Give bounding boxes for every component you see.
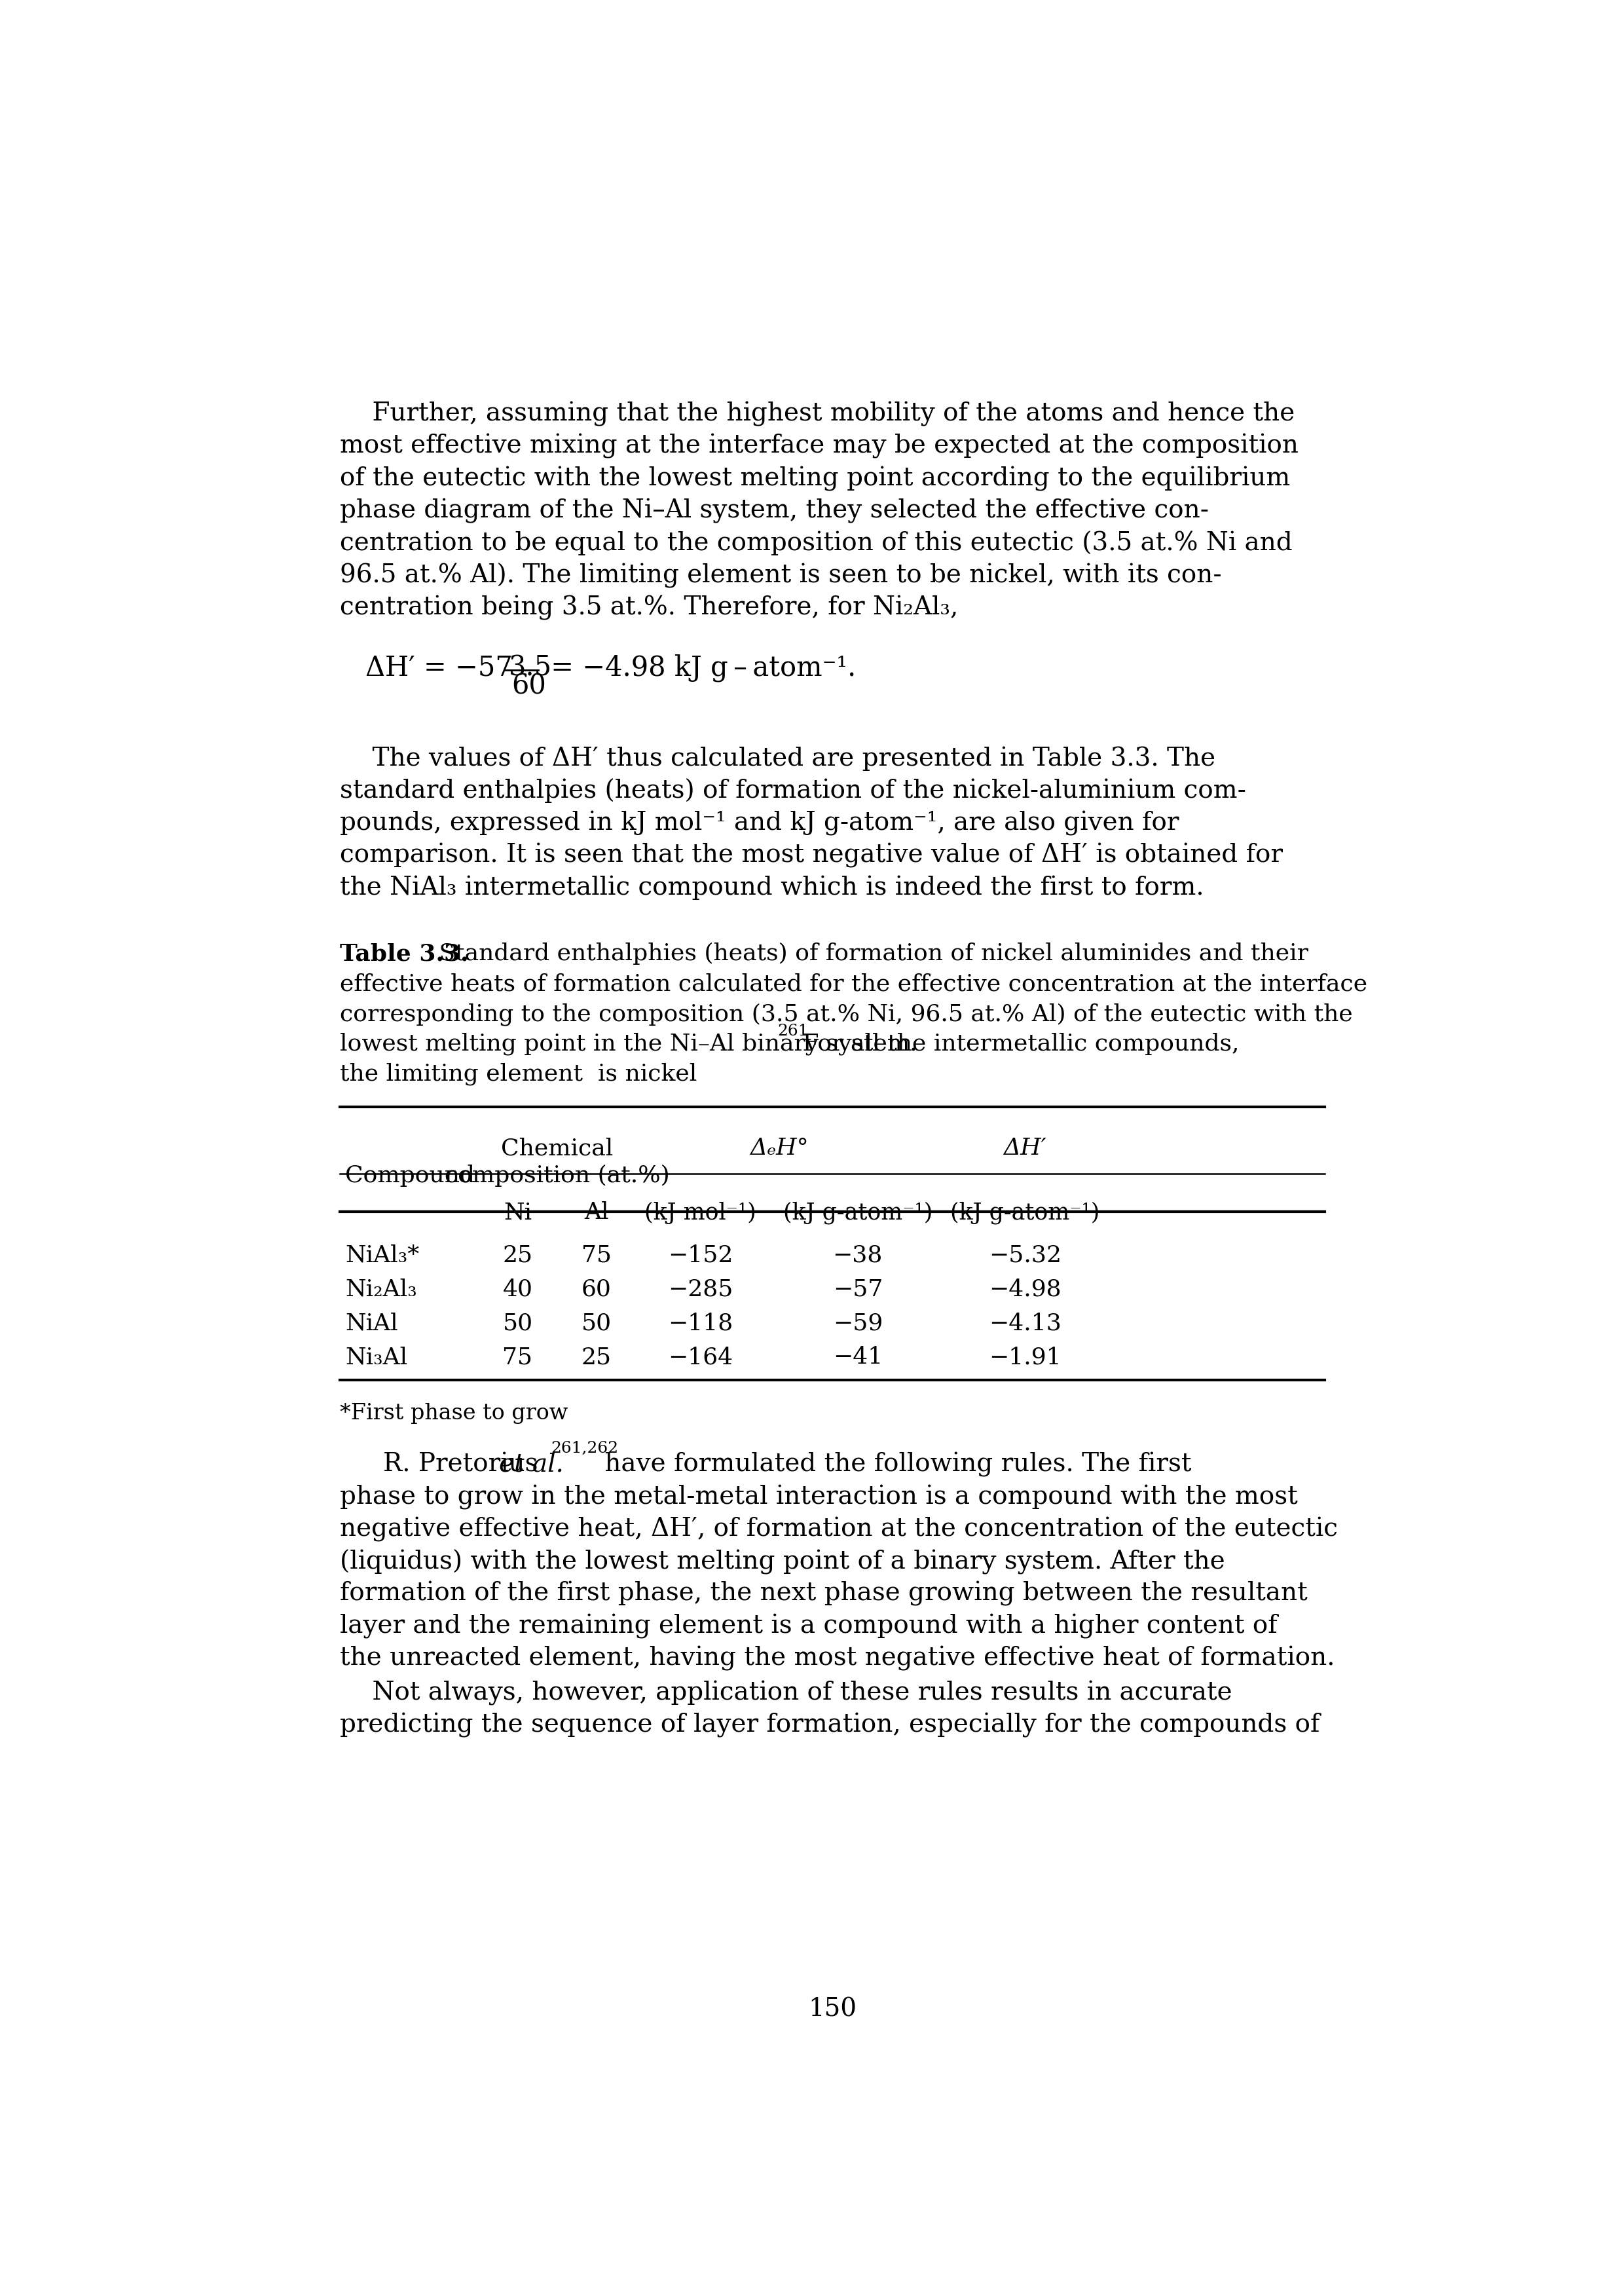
Text: corresponding to the composition (3.5 at.% Ni, 96.5 at.% Al) of the eutectic wit: corresponding to the composition (3.5 at… (339, 1003, 1353, 1026)
Text: −1.91: −1.91 (989, 1347, 1062, 1368)
Text: 25: 25 (581, 1347, 611, 1368)
Text: Al: Al (585, 1203, 609, 1223)
Text: comparison. It is seen that the most negative value of ΔH′ is obtained for: comparison. It is seen that the most neg… (339, 842, 1283, 868)
Text: (liquidus) with the lowest melting point of a binary system. After the: (liquidus) with the lowest melting point… (339, 1549, 1224, 1574)
Text: centration being 3.5 at.%. Therefore, for Ni₂Al₃,: centration being 3.5 at.%. Therefore, fo… (339, 594, 958, 620)
Text: Chemical: Chemical (500, 1138, 614, 1159)
Text: predicting the sequence of layer formation, especially for the compounds of: predicting the sequence of layer formati… (339, 1712, 1320, 1737)
Text: Ni₂Al₃: Ni₂Al₃ (344, 1278, 417, 1301)
Text: 50: 50 (581, 1313, 611, 1333)
Text: −41: −41 (833, 1347, 882, 1368)
Text: Further, assuming that the highest mobility of the atoms and hence the: Further, assuming that the highest mobil… (339, 402, 1294, 427)
Text: (kJ g-atom⁻¹): (kJ g-atom⁻¹) (783, 1203, 932, 1223)
Text: −152: −152 (667, 1244, 732, 1267)
Text: Ni₃Al: Ni₃Al (344, 1347, 408, 1368)
Text: 75: 75 (502, 1347, 533, 1368)
Text: −285: −285 (667, 1278, 732, 1301)
Text: 25: 25 (502, 1244, 533, 1267)
Text: pounds, expressed in kJ mol⁻¹ and kJ g-atom⁻¹, are also given for: pounds, expressed in kJ mol⁻¹ and kJ g-a… (339, 810, 1179, 835)
Text: (kJ mol⁻¹): (kJ mol⁻¹) (645, 1203, 757, 1223)
Text: ΔH′: ΔH′ (1004, 1138, 1047, 1159)
Text: Standard enthalphies (heats) of formation of nickel aluminides and their: Standard enthalphies (heats) of formatio… (432, 943, 1307, 966)
Text: (kJ g-atom⁻¹): (kJ g-atom⁻¹) (950, 1203, 1099, 1223)
Text: R. Pretorius: R. Pretorius (383, 1453, 546, 1476)
Text: et al.: et al. (499, 1453, 564, 1476)
Text: most effective mixing at the interface may be expected at the composition: most effective mixing at the interface m… (339, 434, 1299, 459)
Text: Ni: Ni (503, 1203, 531, 1223)
Text: phase to grow in the metal-metal interaction is a compound with the most: phase to grow in the metal-metal interac… (339, 1485, 1298, 1510)
Text: 3.5: 3.5 (508, 654, 552, 682)
Text: of the eutectic with the lowest melting point according to the equilibrium: of the eutectic with the lowest melting … (339, 466, 1291, 491)
Text: −4.98: −4.98 (989, 1278, 1062, 1301)
Text: 50: 50 (502, 1313, 533, 1333)
Text: phase diagram of the Ni–Al system, they selected the effective con-: phase diagram of the Ni–Al system, they … (339, 498, 1208, 523)
Text: *First phase to grow: *First phase to grow (339, 1402, 568, 1423)
Text: composition (at.%): composition (at.%) (445, 1164, 669, 1187)
Text: Table 3.3.: Table 3.3. (339, 943, 469, 964)
Text: −5.32: −5.32 (989, 1244, 1062, 1267)
Text: the limiting element  is nickel: the limiting element is nickel (339, 1063, 697, 1086)
Text: 60: 60 (581, 1278, 611, 1301)
Text: −38: −38 (833, 1244, 883, 1267)
Text: Not always, however, application of these rules results in accurate: Not always, however, application of thes… (339, 1680, 1233, 1705)
Text: centration to be equal to the composition of this eutectic (3.5 at.% Ni and: centration to be equal to the compositio… (339, 530, 1293, 555)
Text: 75: 75 (581, 1244, 611, 1267)
Text: negative effective heat, ΔH′, of formation at the concentration of the eutectic: negative effective heat, ΔH′, of formati… (339, 1517, 1338, 1542)
Text: Compound: Compound (344, 1164, 474, 1187)
Text: layer and the remaining element is a compound with a higher content of: layer and the remaining element is a com… (339, 1613, 1278, 1639)
Text: −4.13: −4.13 (989, 1313, 1062, 1333)
Text: −57: −57 (833, 1278, 882, 1301)
Text: For all the intermetallic compounds,: For all the intermetallic compounds, (796, 1033, 1239, 1056)
Text: −59: −59 (833, 1313, 882, 1333)
Text: effective heats of formation calculated for the effective concentration at the i: effective heats of formation calculated … (339, 973, 1367, 996)
Text: −164: −164 (667, 1347, 732, 1368)
Text: 40: 40 (502, 1278, 533, 1301)
Text: have formulated the following rules. The first: have formulated the following rules. The… (596, 1453, 1192, 1478)
Text: 96.5 at.% Al). The limiting element is seen to be nickel, with its con-: 96.5 at.% Al). The limiting element is s… (339, 562, 1221, 588)
Text: NiAl: NiAl (344, 1313, 398, 1333)
Text: 60: 60 (512, 672, 546, 700)
Text: the unreacted element, having the most negative effective heat of formation.: the unreacted element, having the most n… (339, 1646, 1335, 1671)
Text: −118: −118 (667, 1313, 732, 1333)
Text: lowest melting point in the Ni–Al binary system.: lowest melting point in the Ni–Al binary… (339, 1033, 918, 1056)
Text: formation of the first phase, the next phase growing between the resultant: formation of the first phase, the next p… (339, 1581, 1307, 1606)
Text: ΔH′ = −57: ΔH′ = −57 (365, 654, 513, 682)
Text: 261: 261 (778, 1024, 809, 1040)
Text: the NiAl₃ intermetallic compound which is indeed the first to form.: the NiAl₃ intermetallic compound which i… (339, 874, 1203, 900)
Text: = −4.98 kJ g – atom⁻¹.: = −4.98 kJ g – atom⁻¹. (542, 654, 856, 682)
Text: The values of ΔH′ thus calculated are presented in Table 3.3. The: The values of ΔH′ thus calculated are pr… (339, 746, 1216, 771)
Text: NiAl₃*: NiAl₃* (344, 1244, 419, 1267)
Text: standard enthalpies (heats) of formation of the nickel-aluminium com-: standard enthalpies (heats) of formation… (339, 778, 1246, 803)
Text: ΔₑH°: ΔₑH° (750, 1138, 809, 1159)
Text: 150: 150 (809, 1997, 856, 2022)
Text: 261,262: 261,262 (551, 1441, 619, 1457)
